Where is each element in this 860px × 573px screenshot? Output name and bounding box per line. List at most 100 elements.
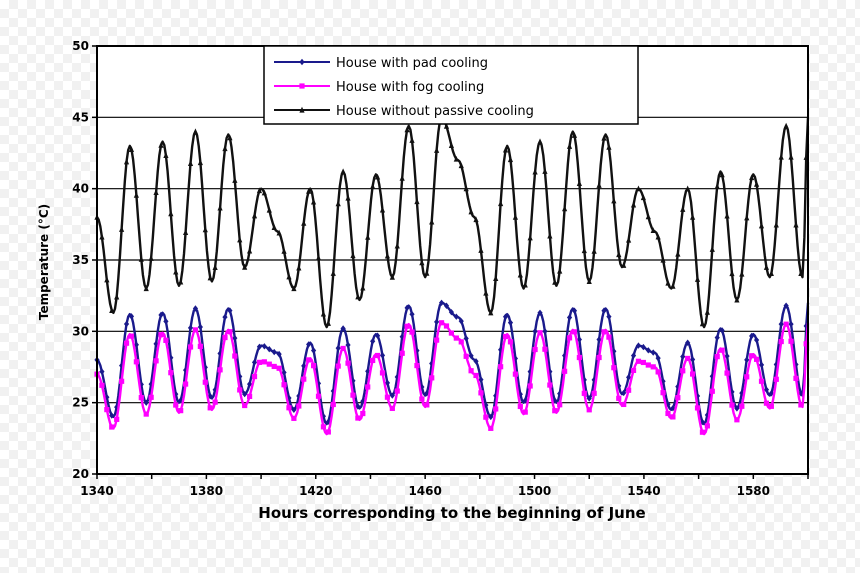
series-marker (739, 270, 745, 277)
series-marker (468, 352, 474, 359)
series-marker (763, 264, 770, 270)
series-marker (374, 332, 381, 339)
y-tick-label: 20 (72, 467, 89, 481)
series-marker (123, 320, 130, 328)
series-marker (365, 233, 371, 240)
series-marker (640, 194, 646, 201)
series-marker (202, 226, 208, 233)
series-marker (345, 194, 351, 201)
y-axis-ticks: 20 25 30 35 40 45 50 (72, 39, 97, 481)
series-marker (537, 330, 543, 336)
series-marker (212, 399, 218, 405)
series-marker (301, 376, 307, 382)
series-marker (222, 313, 228, 321)
legend-item-2: House with fog cooling (274, 80, 484, 95)
series-marker (773, 376, 779, 382)
series-marker (271, 363, 277, 370)
series-marker (114, 416, 120, 422)
series-marker (207, 405, 213, 411)
series-marker (778, 338, 784, 345)
series-marker (301, 362, 307, 370)
series-marker (724, 352, 730, 360)
series-marker (438, 299, 445, 306)
series-marker (448, 308, 455, 316)
series-marker (251, 373, 258, 380)
series-marker (163, 152, 169, 158)
series-marker (517, 271, 523, 278)
series-marker (143, 411, 149, 417)
series-marker (749, 174, 755, 181)
series-marker (744, 214, 750, 221)
legend-label: House with pad cooling (336, 56, 488, 71)
series-marker (325, 320, 331, 326)
series-marker (340, 325, 346, 332)
series-marker (306, 187, 312, 194)
series-marker (271, 224, 277, 230)
series-marker (163, 337, 169, 343)
series-marker (296, 264, 302, 271)
series-marker (158, 311, 164, 319)
series-marker (753, 336, 760, 344)
series-marker (443, 302, 450, 309)
series-marker (591, 247, 597, 254)
series-marker (645, 213, 651, 220)
series-marker (448, 330, 455, 336)
series-marker (734, 405, 740, 412)
series-marker (739, 403, 745, 409)
series-marker (251, 359, 258, 366)
series-marker (143, 399, 149, 406)
series-marker (768, 270, 774, 277)
series-marker (670, 282, 676, 289)
series-marker (665, 279, 671, 286)
series-marker (330, 401, 336, 408)
series-marker (266, 361, 272, 367)
series-marker (527, 234, 533, 241)
series-marker (591, 390, 597, 396)
series-marker (655, 354, 661, 362)
series-marker (256, 359, 263, 365)
series-marker (689, 371, 696, 377)
series-marker (320, 424, 327, 430)
series-marker (512, 355, 518, 362)
series-marker (778, 153, 784, 160)
series-marker (217, 204, 223, 211)
series-marker (187, 324, 194, 332)
series-marker (665, 410, 671, 417)
series-marker (202, 379, 208, 385)
series-marker (621, 262, 627, 268)
series-2 (94, 320, 810, 436)
series-marker (562, 352, 568, 359)
series-marker (704, 423, 710, 429)
series-marker (256, 343, 263, 350)
series-marker (719, 171, 725, 178)
series-marker (783, 122, 789, 129)
series-marker (571, 329, 578, 335)
series-marker (365, 384, 371, 390)
series-marker (163, 318, 169, 325)
series-marker (173, 402, 179, 408)
series-marker (291, 285, 297, 292)
series-marker (645, 362, 651, 368)
y-tick-label: 35 (72, 253, 89, 267)
series-marker (611, 365, 617, 371)
series-marker (611, 197, 617, 204)
series-marker (463, 335, 469, 342)
series-marker (261, 359, 267, 365)
series-marker (429, 375, 435, 381)
series-marker (734, 417, 740, 423)
series-marker (650, 349, 656, 356)
series-marker (547, 382, 553, 388)
series-marker (493, 392, 499, 399)
series-marker (197, 343, 203, 349)
series-marker (345, 341, 351, 349)
series-marker (566, 314, 573, 321)
series-marker (434, 337, 440, 343)
series-marker (571, 132, 578, 138)
series-marker (586, 395, 592, 402)
series-marker (655, 369, 661, 375)
series-marker (414, 362, 420, 369)
series-marker (281, 247, 287, 254)
series-marker (301, 219, 307, 226)
series-marker (399, 174, 405, 181)
